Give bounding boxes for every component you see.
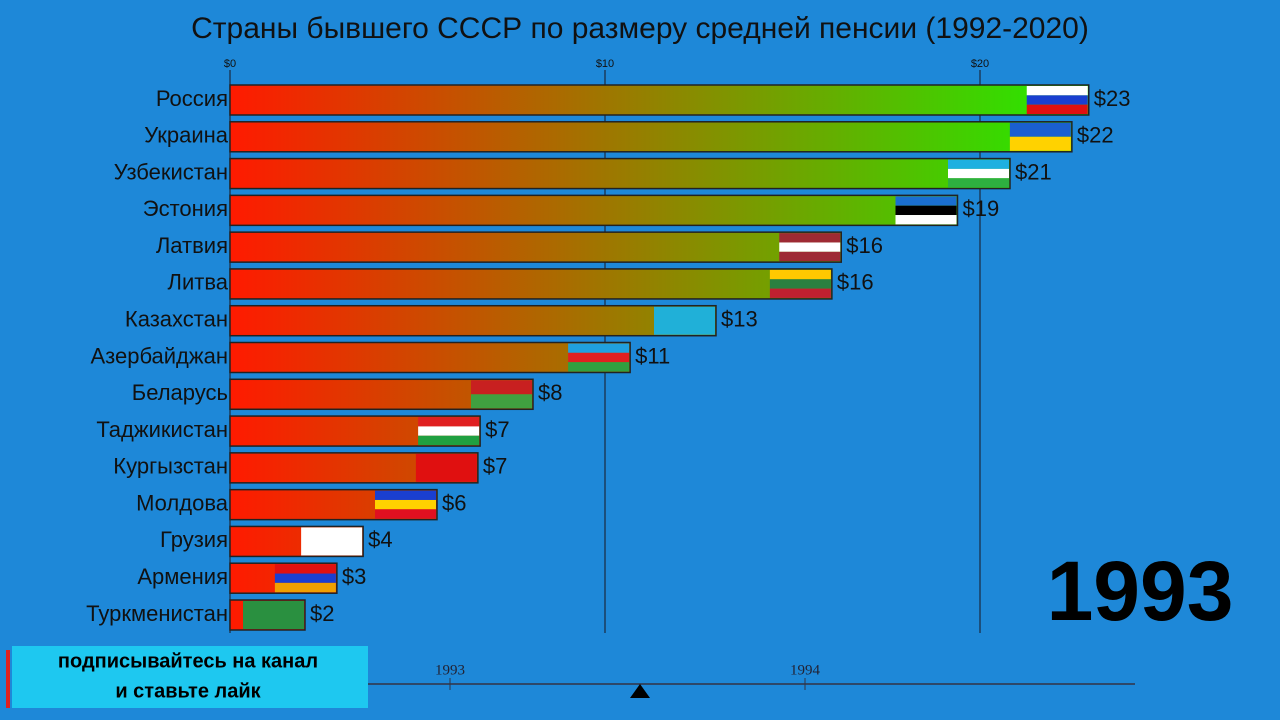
flag-stripe [769,288,831,298]
bar [229,268,833,300]
flag-stripe [568,352,630,363]
y-tick-label: Россия [156,86,228,111]
flag-stripe [274,573,336,583]
y-tick-label: Беларусь [132,380,228,405]
flag-stripe [568,362,630,372]
banner-accent [6,650,10,708]
value-label: $4 [368,527,392,552]
flag-stripe [779,233,841,243]
value-label: $7 [483,454,507,479]
flag-stripe [769,279,831,289]
flag-stripe [471,380,532,395]
y-tick-label: Казахстан [125,307,228,332]
y-tick-label: Молдова [136,490,229,515]
timeline-marker [630,684,650,698]
y-tick-label: Грузия [160,527,228,552]
value-label: $2 [310,601,334,626]
x-tick-label: $20 [971,58,989,70]
banner-text: и ставьте лайк [115,680,261,702]
y-tick-label: Украина [144,123,229,148]
value-label: $21 [1015,159,1052,184]
flag-stripe [654,306,715,335]
value-label: $7 [485,417,509,442]
value-label: $19 [963,196,1000,221]
flag-stripe [948,159,1009,169]
y-tick-label: Литва [168,270,229,295]
flag-stripe [779,242,841,252]
bar [229,157,1011,190]
flag-stripe [1009,136,1071,151]
flag-stripe [274,564,336,574]
flag-stripe [274,582,336,593]
value-label: $13 [721,307,758,332]
bar [229,121,1073,153]
flag-stripe [243,601,304,629]
flag-stripe [375,490,436,500]
value-label: $3 [342,564,366,589]
value-label: $6 [442,490,466,515]
flag-stripe [895,215,957,225]
flag-stripe [1026,104,1088,114]
flag-stripe [1026,86,1088,96]
y-tick-label: Эстония [143,196,228,221]
y-tick-label: Азербайджан [90,343,228,368]
flag-stripe [418,417,480,427]
flag-stripe [301,527,363,556]
flag-stripe [1026,95,1088,105]
flag-stripe [418,435,480,446]
flag-stripe [375,499,436,510]
flag-stripe [568,343,630,353]
value-label: $16 [837,270,874,295]
flag-stripe [948,178,1009,188]
bar [229,84,1090,116]
banner-text: подписывайтесь на канал [58,650,318,672]
banner [12,646,368,708]
flag-stripe [948,168,1009,179]
flag-stripe [415,453,477,482]
chart-title: Страны бывшего СССР по размеру средней п… [191,12,1089,45]
bar [229,231,842,263]
flag-stripe [769,269,831,280]
bar [229,194,959,227]
x-tick-label: $10 [596,58,614,70]
value-label: $22 [1077,123,1114,148]
y-tick-label: Армения [137,564,228,589]
y-tick-label: Туркменистан [86,601,228,626]
value-label: $23 [1094,86,1131,111]
year-label: 1993 [1047,544,1234,638]
flag-stripe [375,509,436,519]
y-tick-label: Таджикистан [96,417,228,442]
flag-stripe [779,251,841,262]
flag-stripe [418,426,480,436]
bar [229,341,631,374]
y-tick-label: Латвия [156,233,228,258]
bar [229,304,717,337]
value-label: $8 [538,380,562,405]
flag-stripe [471,394,532,409]
timeline-label: 1994 [790,662,821,678]
timeline-label: 1993 [435,662,465,678]
y-tick-label: Кургызстан [113,454,228,479]
flag-stripe [895,196,957,206]
flag-stripe [895,205,957,216]
x-tick-label: $0 [224,58,236,70]
value-label: $16 [846,233,883,258]
y-tick-label: Узбекистан [114,159,228,184]
value-label: $11 [635,343,670,368]
flag-stripe [1009,122,1071,137]
